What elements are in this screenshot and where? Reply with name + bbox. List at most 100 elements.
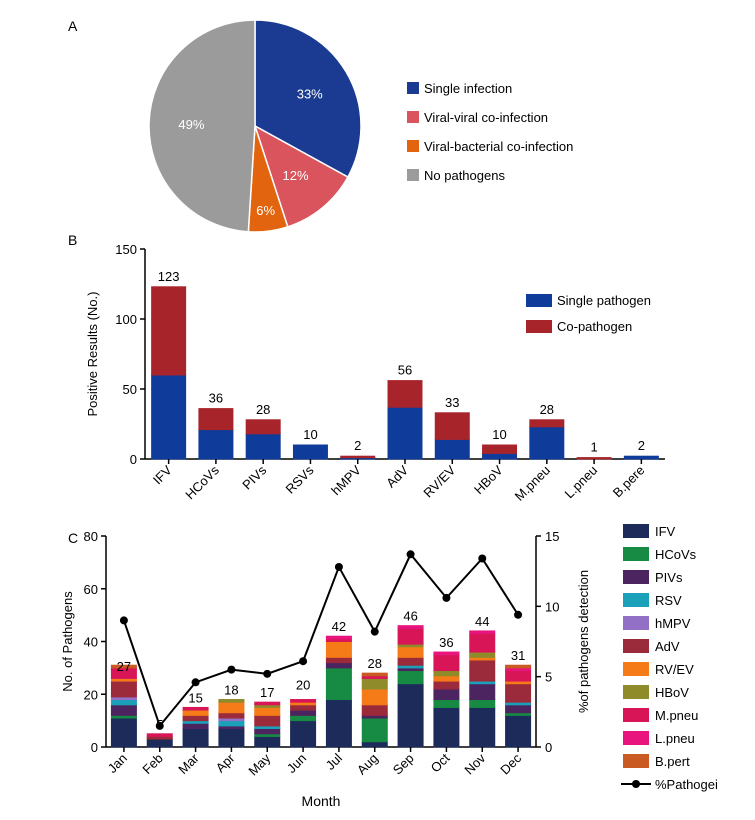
bar-segment <box>505 704 532 714</box>
y-tick-label: 50 <box>123 382 137 397</box>
bar-segment <box>146 733 173 737</box>
x-axis-label: Month <box>302 793 341 809</box>
legend-swatch <box>526 294 552 307</box>
x-tick-label: IFV <box>150 462 175 487</box>
bar-total-label: 20 <box>296 677 310 692</box>
x-tick-label: AdV <box>383 462 411 490</box>
x-tick-label: Jul <box>323 750 345 772</box>
bar-segment <box>469 651 496 658</box>
x-tick-label: Jan <box>105 751 130 776</box>
bar-segment <box>218 712 245 719</box>
bar-segment <box>325 667 352 701</box>
bar-segment <box>505 670 532 682</box>
panel-label-b: B <box>68 232 77 248</box>
bar-segment <box>290 699 317 703</box>
bar-segment <box>434 412 470 440</box>
bar-segment <box>469 683 496 701</box>
bar-segment <box>397 627 424 645</box>
bar-segment <box>110 664 137 669</box>
pie-slice <box>148 19 256 233</box>
bar-segment <box>433 699 460 708</box>
bar-total-label: 28 <box>256 402 270 417</box>
bar-segment <box>254 706 281 716</box>
bar-total-label: 17 <box>260 685 274 700</box>
x-tick-label: Oct <box>428 750 453 775</box>
x-tick-label: Sep <box>390 751 417 778</box>
bar-segment <box>182 709 209 716</box>
bar-segment <box>151 286 187 376</box>
bar-total-label: 27 <box>117 659 131 674</box>
bar-segment <box>623 455 659 460</box>
pathogen-rate-point <box>406 550 415 559</box>
x-tick-label: B.pere <box>610 463 648 501</box>
legend-swatch <box>526 320 552 333</box>
bar-total-label: 15 <box>188 690 202 705</box>
legend-label: M.pneu <box>655 708 698 723</box>
bar-total-label: 42 <box>332 619 346 634</box>
bar-segment <box>361 677 388 690</box>
bar-segment <box>245 419 281 435</box>
bar-segment <box>397 646 424 658</box>
bar-segment <box>505 664 532 669</box>
legend-swatch <box>623 524 649 538</box>
bar-total-label: 36 <box>209 391 223 406</box>
x-tick-label: Feb <box>139 751 165 777</box>
bar-segment <box>361 672 388 677</box>
legend-label: L.pneu <box>655 731 695 746</box>
bar-total-label: 10 <box>492 427 506 442</box>
bar-segment <box>182 728 209 748</box>
x-tick-label: RSVs <box>282 462 316 496</box>
bar-chart-b: 0 50 100 150 Positive Results (No.) 123 IFV 36 H… <box>85 242 665 504</box>
pathogen-rate-line <box>122 552 519 728</box>
legend-label: IFV <box>655 524 676 539</box>
bar-segment <box>110 717 137 748</box>
bar-segment <box>218 699 245 703</box>
pathogen-rate-point <box>227 665 236 674</box>
bar-segment <box>151 374 187 460</box>
pie-chart: 33% 12% 6% 49% <box>148 19 362 233</box>
bar-total-label: 33 <box>445 395 459 410</box>
x-tick-label: PIVs <box>239 462 269 492</box>
bar-segment <box>325 635 352 640</box>
x-tick-label: M.pneu <box>512 463 553 504</box>
bar-total-label: 44 <box>475 614 489 629</box>
legend-swatch <box>623 685 649 699</box>
legend-label: B.pert <box>655 754 690 769</box>
bar-segment <box>254 735 281 748</box>
pathogen-rate-point <box>370 627 379 636</box>
bar-segment <box>182 706 209 711</box>
bar-segment <box>218 701 245 714</box>
legend-label: Viral-viral co-infection <box>424 110 548 125</box>
y2-tick-label: 0 <box>545 740 552 755</box>
legend-swatch <box>623 754 649 768</box>
legend-label: RV/EV <box>655 662 694 677</box>
bar-total-label: 2 <box>354 438 361 453</box>
panel-label-c: C <box>68 530 78 546</box>
x-tick-label: HBoV <box>471 462 506 497</box>
legend-swatch <box>623 593 649 607</box>
legend-label: No pathogens <box>424 168 505 183</box>
bar-segment <box>469 699 496 708</box>
legend-label: PIVs <box>655 570 683 585</box>
bar-segment <box>433 706 460 748</box>
pathogen-rate-point <box>263 669 272 678</box>
bar-segment <box>254 728 281 735</box>
bar-segment <box>505 714 532 748</box>
legend-label: HCoVs <box>655 547 697 562</box>
legend-swatch <box>407 169 419 181</box>
x-tick-label: RV/EV <box>420 462 458 500</box>
pathogen-rate-point <box>478 554 487 563</box>
y2-tick-label: 5 <box>545 670 552 685</box>
bar-total-label: 18 <box>224 683 238 698</box>
bar-segment <box>469 633 496 653</box>
legend-swatch <box>623 616 649 630</box>
bar-segment <box>254 714 281 727</box>
bar-segment <box>361 688 388 706</box>
legend-label: RSV <box>655 593 682 608</box>
bar-total-label: 10 <box>303 427 317 442</box>
bar-segment <box>387 406 423 460</box>
bar-segment <box>325 656 352 664</box>
bar-segment <box>433 654 460 672</box>
bar-segment <box>292 444 328 460</box>
x-tick-label: HCoVs <box>182 462 222 502</box>
